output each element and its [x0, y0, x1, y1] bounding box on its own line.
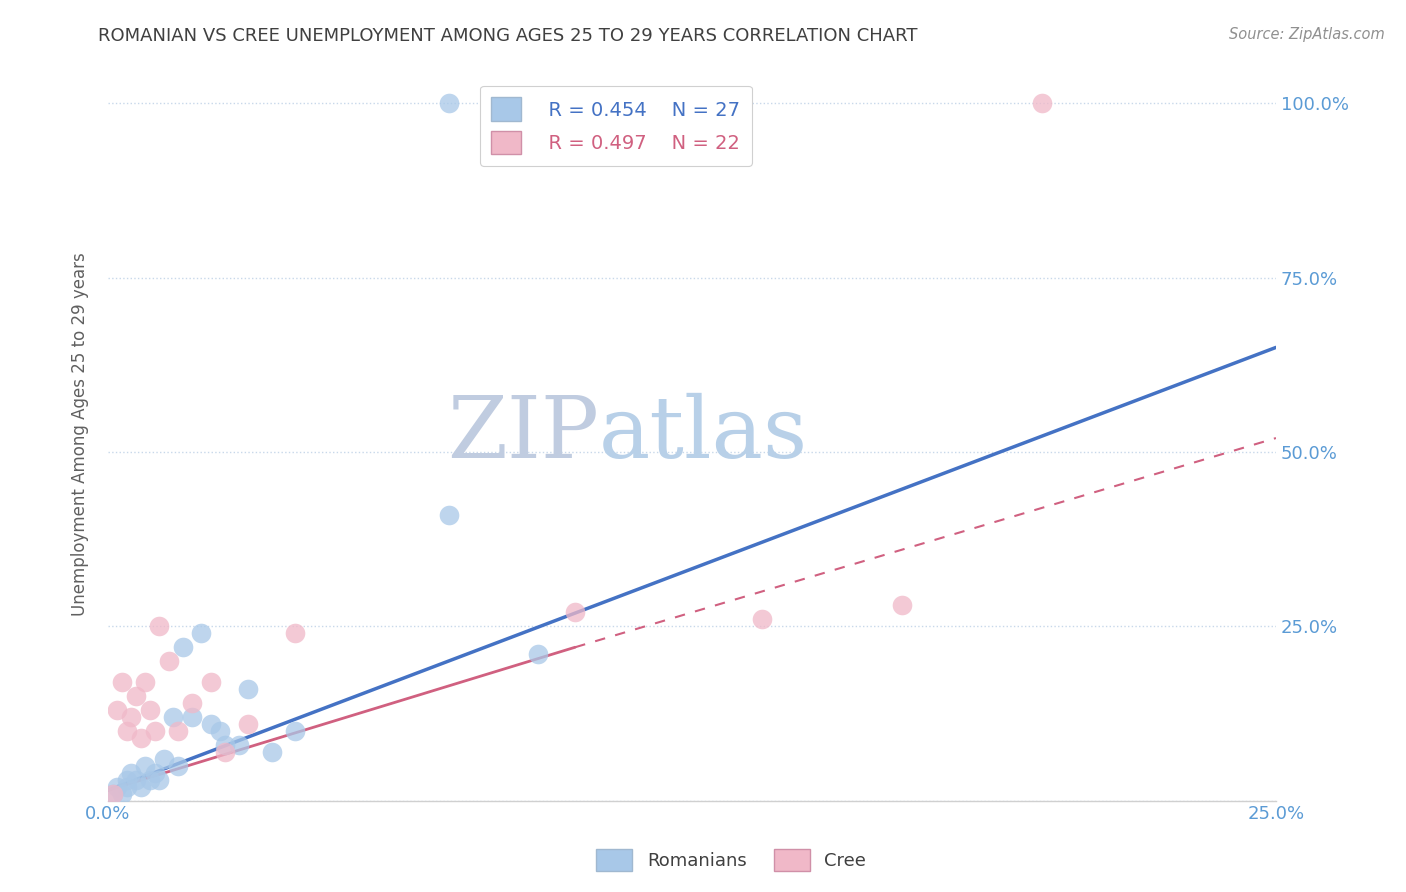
- Point: [157, 654, 180, 668]
- Point: [209, 723, 232, 738]
- Point: [236, 717, 259, 731]
- Point: [181, 710, 204, 724]
- Point: [129, 731, 152, 745]
- Point: [284, 626, 307, 640]
- Point: [527, 647, 550, 661]
- Point: [148, 772, 170, 787]
- Point: [120, 765, 142, 780]
- Point: [172, 640, 194, 655]
- Text: ROMANIAN VS CREE UNEMPLOYMENT AMONG AGES 25 TO 29 YEARS CORRELATION CHART: ROMANIAN VS CREE UNEMPLOYMENT AMONG AGES…: [98, 27, 918, 45]
- Point: [260, 745, 283, 759]
- Point: [120, 710, 142, 724]
- Point: [214, 745, 236, 759]
- Point: [236, 681, 259, 696]
- Point: [527, 96, 550, 111]
- Point: [115, 772, 138, 787]
- Point: [105, 780, 128, 794]
- Point: [167, 758, 190, 772]
- Point: [1031, 96, 1053, 111]
- Point: [134, 675, 156, 690]
- Point: [125, 689, 148, 703]
- Point: [101, 787, 124, 801]
- Text: Source: ZipAtlas.com: Source: ZipAtlas.com: [1229, 27, 1385, 42]
- Point: [564, 606, 586, 620]
- Y-axis label: Unemployment Among Ages 25 to 29 years: Unemployment Among Ages 25 to 29 years: [72, 252, 89, 616]
- Point: [134, 758, 156, 772]
- Point: [105, 703, 128, 717]
- Text: ZIP: ZIP: [447, 393, 599, 476]
- Point: [200, 675, 222, 690]
- Point: [437, 508, 460, 522]
- Point: [228, 738, 250, 752]
- Point: [115, 780, 138, 794]
- Point: [101, 787, 124, 801]
- Point: [115, 723, 138, 738]
- Point: [139, 703, 162, 717]
- Point: [139, 772, 162, 787]
- Point: [190, 626, 212, 640]
- Point: [891, 599, 914, 613]
- Point: [214, 738, 236, 752]
- Point: [153, 752, 176, 766]
- Point: [162, 710, 184, 724]
- Point: [437, 96, 460, 111]
- Point: [167, 723, 190, 738]
- Point: [148, 619, 170, 633]
- Legend:   R = 0.454    N = 27,   R = 0.497    N = 22: R = 0.454 N = 27, R = 0.497 N = 22: [479, 86, 752, 166]
- Point: [111, 675, 134, 690]
- Point: [125, 772, 148, 787]
- Text: atlas: atlas: [599, 393, 807, 476]
- Point: [751, 612, 773, 626]
- Point: [181, 696, 204, 710]
- Point: [143, 723, 166, 738]
- Point: [200, 717, 222, 731]
- Legend: Romanians, Cree: Romanians, Cree: [589, 842, 873, 879]
- Point: [111, 787, 134, 801]
- Point: [129, 780, 152, 794]
- Point: [143, 765, 166, 780]
- Point: [284, 723, 307, 738]
